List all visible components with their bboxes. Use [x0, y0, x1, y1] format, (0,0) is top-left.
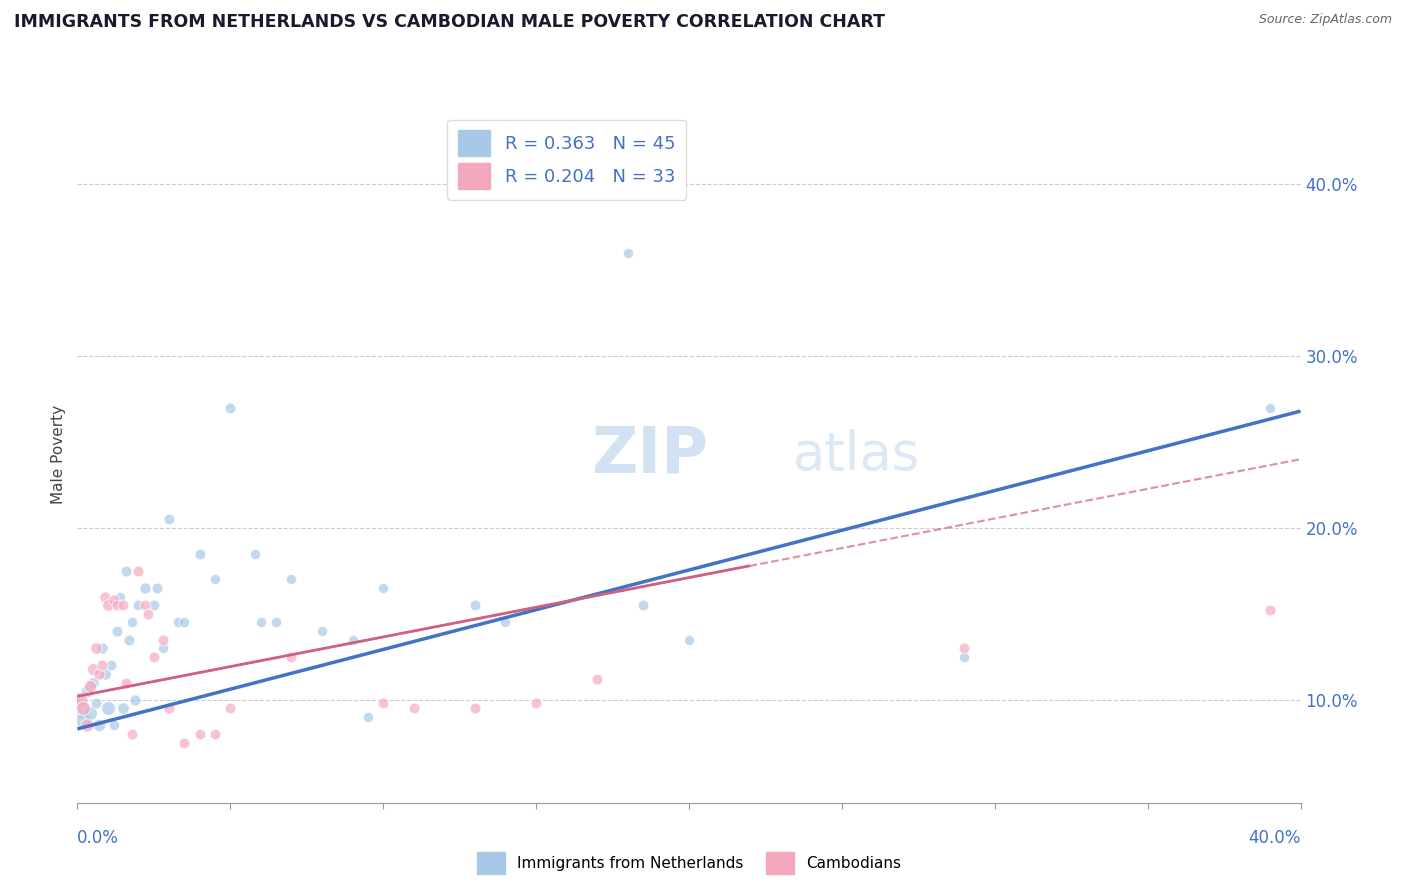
Point	[84, 696, 107, 710]
Point	[82, 675, 104, 690]
Point	[118, 632, 141, 647]
Point	[87, 667, 110, 681]
Point	[115, 564, 138, 578]
Point	[188, 727, 211, 741]
Point	[495, 615, 517, 630]
Point	[82, 662, 104, 676]
Text: IMMIGRANTS FROM NETHERLANDS VS CAMBODIAN MALE POVERTY CORRELATION CHART: IMMIGRANTS FROM NETHERLANDS VS CAMBODIAN…	[14, 13, 884, 31]
Point	[121, 727, 143, 741]
Point	[586, 672, 609, 686]
Point	[188, 547, 211, 561]
Point	[97, 599, 120, 613]
Legend: R = 0.363   N = 45, R = 0.204   N = 33: R = 0.363 N = 45, R = 0.204 N = 33	[447, 120, 686, 200]
Point	[142, 599, 165, 613]
Text: 40.0%: 40.0%	[1249, 829, 1301, 847]
Y-axis label: Male Poverty: Male Poverty	[51, 405, 66, 505]
Point	[124, 692, 146, 706]
Point	[90, 658, 112, 673]
Point	[112, 599, 135, 613]
Text: 0.0%: 0.0%	[77, 829, 120, 847]
Point	[84, 641, 107, 656]
Point	[79, 706, 101, 721]
Point	[146, 581, 169, 595]
Point	[100, 658, 122, 673]
Point	[342, 632, 364, 647]
Point	[357, 710, 380, 724]
Point	[204, 573, 226, 587]
Point	[121, 615, 143, 630]
Legend: Immigrants from Netherlands, Cambodians: Immigrants from Netherlands, Cambodians	[471, 846, 907, 880]
Point	[631, 599, 654, 613]
Point	[173, 615, 195, 630]
Point	[152, 641, 174, 656]
Point	[464, 599, 486, 613]
Point	[157, 701, 180, 715]
Point	[97, 701, 120, 715]
Point	[280, 649, 302, 664]
Point	[134, 581, 156, 595]
Text: ZIP: ZIP	[591, 424, 709, 486]
Point	[142, 649, 165, 664]
Point	[108, 590, 131, 604]
Point	[157, 512, 180, 526]
Point	[115, 675, 138, 690]
Point	[103, 593, 125, 607]
Point	[402, 701, 425, 715]
Point	[128, 599, 150, 613]
Point	[371, 696, 394, 710]
Point	[103, 718, 125, 732]
Point	[219, 401, 242, 415]
Point	[953, 649, 976, 664]
Point	[464, 701, 486, 715]
Text: Source: ZipAtlas.com: Source: ZipAtlas.com	[1258, 13, 1392, 27]
Point	[76, 718, 98, 732]
Point	[69, 692, 91, 706]
Point	[105, 599, 128, 613]
Point	[280, 573, 302, 587]
Point	[90, 641, 112, 656]
Point	[204, 727, 226, 741]
Point	[219, 701, 242, 715]
Point	[79, 679, 101, 693]
Point	[76, 684, 98, 698]
Point	[69, 701, 91, 715]
Point	[152, 632, 174, 647]
Point	[136, 607, 159, 621]
Point	[250, 615, 273, 630]
Point	[371, 581, 394, 595]
Text: atlas: atlas	[793, 429, 921, 481]
Point	[105, 624, 128, 638]
Point	[94, 667, 117, 681]
Point	[678, 632, 700, 647]
Point	[524, 696, 547, 710]
Point	[617, 246, 640, 260]
Point	[134, 599, 156, 613]
Point	[87, 718, 110, 732]
Point	[167, 615, 190, 630]
Point	[128, 564, 150, 578]
Point	[173, 736, 195, 750]
Point	[72, 701, 94, 715]
Point	[243, 547, 266, 561]
Point	[1258, 603, 1281, 617]
Point	[1258, 401, 1281, 415]
Point	[94, 590, 117, 604]
Point	[311, 624, 333, 638]
Point	[264, 615, 287, 630]
Point	[112, 701, 135, 715]
Point	[72, 714, 94, 728]
Point	[953, 641, 976, 656]
